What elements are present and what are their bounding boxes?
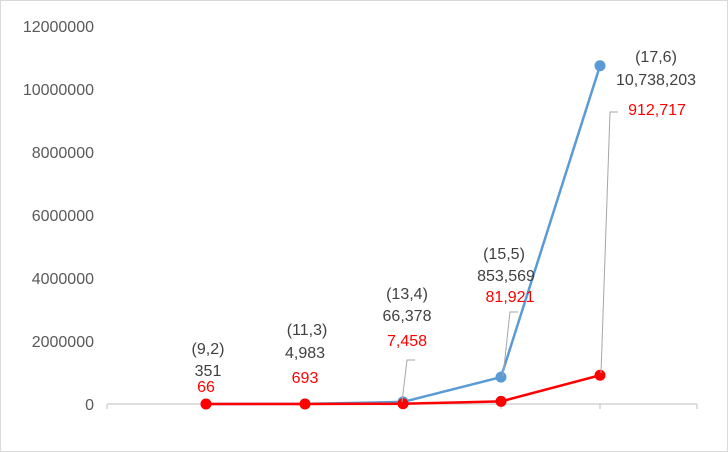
y-tick-label: 6000000: [32, 208, 94, 225]
y-tick-label: 2000000: [32, 334, 94, 351]
category-label: (9,2): [192, 341, 225, 358]
category-label: (15,5): [483, 246, 525, 263]
series-1-point: [495, 371, 507, 383]
series-2-data-label: 912,717: [628, 102, 686, 119]
series-1-data-label: 4,983: [285, 345, 325, 362]
category-label: (13,4): [386, 286, 428, 303]
series-2-point: [299, 398, 311, 410]
series-2-point: [397, 398, 409, 410]
y-tick-label: 8000000: [32, 145, 94, 162]
series-2-point: [200, 398, 212, 410]
y-tick-label: 12000000: [23, 19, 94, 36]
series-2-data-label: 7,458: [387, 333, 427, 350]
series-2-data-label: 66: [197, 379, 215, 396]
series-1-data-label: 66,378: [383, 308, 432, 325]
series-1-point: [594, 60, 606, 72]
series-1-line: [205, 65, 602, 406]
series-1-data-label: 10,738,203: [616, 72, 696, 89]
category-label: (11,3): [287, 322, 328, 339]
series-2-point: [594, 369, 606, 381]
category-label: (17,6): [635, 49, 677, 66]
label-leader-line: [401, 359, 415, 403]
label-leader-line: [600, 111, 618, 374]
series-1-data-label: 853,569: [477, 268, 535, 285]
series-1-data-label: 351: [195, 363, 222, 380]
y-tick-label: 10000000: [23, 82, 94, 99]
label-leader-line: [502, 311, 518, 377]
y-tick-label: 4000000: [32, 271, 94, 288]
series-2-data-label: 693: [292, 370, 319, 387]
y-tick-label: 0: [85, 397, 94, 414]
series-2-data-label: 81,921: [486, 289, 535, 306]
series-2-point: [495, 395, 507, 407]
